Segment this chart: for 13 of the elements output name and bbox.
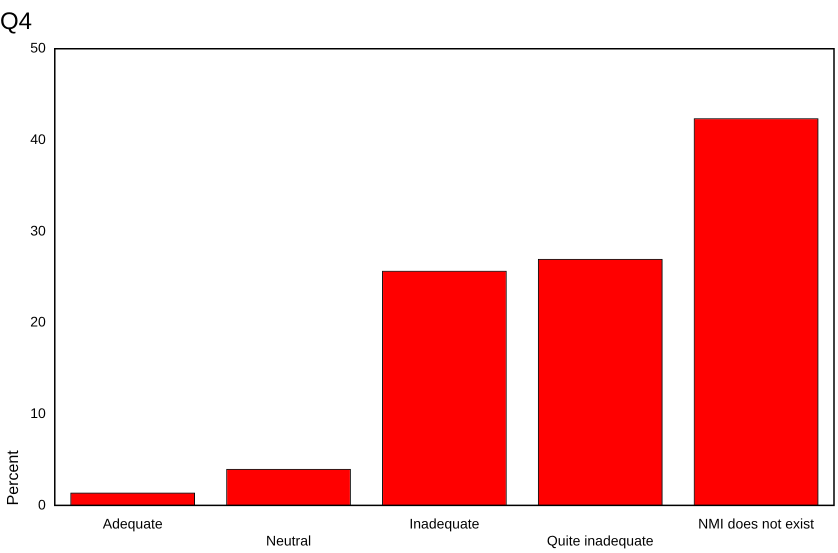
y-axis-title: Percent [5,450,22,506]
x-tick-label: Inadequate [409,516,480,532]
y-tick-label: 10 [30,404,46,421]
y-tick-label: 50 [30,40,46,56]
x-tick-label: Quite inadequate [546,532,654,548]
y-tick-label: 30 [30,222,46,238]
x-tick-label: Adequate [102,516,163,532]
x-tick-label: NMI does not exist [698,516,814,532]
y-tick-label: 20 [30,314,46,330]
y-tick-label: 0 [38,496,46,512]
y-tick-label: 40 [30,130,46,147]
x-tick-label: Neutral [266,532,312,548]
chart-title: Q4 [0,8,32,36]
